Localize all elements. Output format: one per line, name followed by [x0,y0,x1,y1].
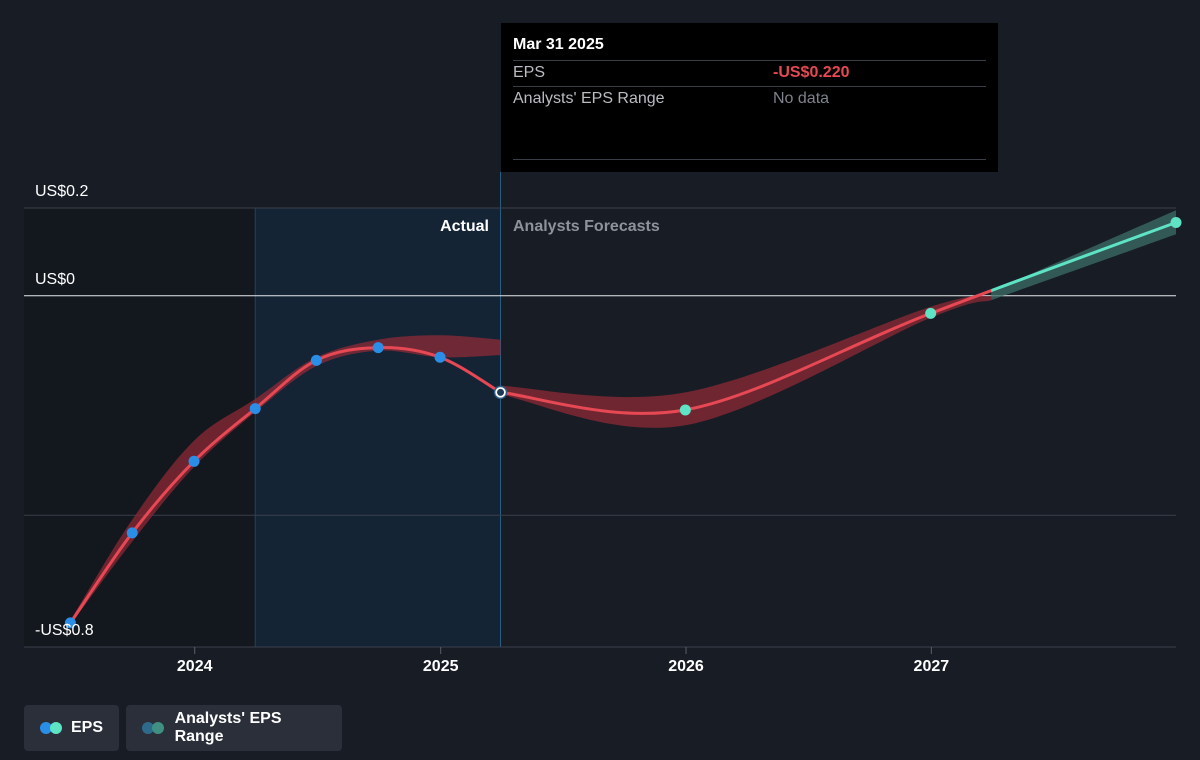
x-tick-labels: 2024 2025 2026 2027 [177,647,949,675]
tooltip-divider [513,159,986,160]
eps-forecast-line-negative [500,288,992,415]
tooltip-date: Mar 31 2025 [513,36,604,53]
x-tick-label: 2024 [177,658,213,675]
y-tick-label: US$0 [35,271,75,288]
legend-eps-label: EPS [70,719,103,736]
eps-point[interactable] [310,354,322,366]
eps-forecast-point[interactable] [925,307,937,319]
eps-point[interactable] [126,527,138,539]
actual-eps-range-band [500,295,992,428]
eps-point[interactable] [249,403,261,415]
legend-eps-button[interactable]: EPS [24,705,119,751]
tooltip: Mar 31 2025 EPS -US$0.220 Analysts' EPS … [501,23,998,172]
legend-eps-icon [40,722,63,734]
eps-forecast-line-positive [991,221,1177,293]
tooltip-row-eps: EPS -US$0.220 [513,60,986,86]
legend-range-button[interactable]: Analysts' EPS Range [126,705,342,751]
eps-point[interactable] [434,351,446,363]
eps-point[interactable] [188,455,200,467]
y-tick-label: US$0.2 [35,183,88,200]
forecast-section-label: Analysts Forecasts [513,218,660,235]
eps-point-selected-core [497,388,505,396]
tooltip-eps-label: EPS [513,64,546,81]
eps-point[interactable] [372,342,384,354]
tooltip-range-label: Analysts' EPS Range [513,90,665,107]
tooltip-range-value: No data [773,90,830,107]
eps-forecast-point[interactable] [679,404,691,416]
legend-range-icon [142,722,167,734]
eps-point[interactable] [64,617,76,629]
actual-section-label: Actual [440,218,489,235]
x-tick-label: 2027 [914,658,950,675]
tooltip-row-range: Analysts' EPS Range No data [513,86,986,112]
legend-range-label: Analysts' EPS Range [174,710,282,745]
grid-lines [24,207,1176,648]
tooltip-eps-value: -US$0.220 [773,64,850,81]
x-tick-label: 2025 [423,658,459,675]
eps-points[interactable] [64,216,1182,629]
y-tick-labels: US$0.2 US$0 -US$0.8 [35,183,94,639]
eps-forecast-point[interactable] [1170,216,1182,228]
y-tick-label: -US$0.8 [35,622,94,639]
highlight-region [255,208,501,647]
x-tick-label: 2026 [668,658,704,675]
